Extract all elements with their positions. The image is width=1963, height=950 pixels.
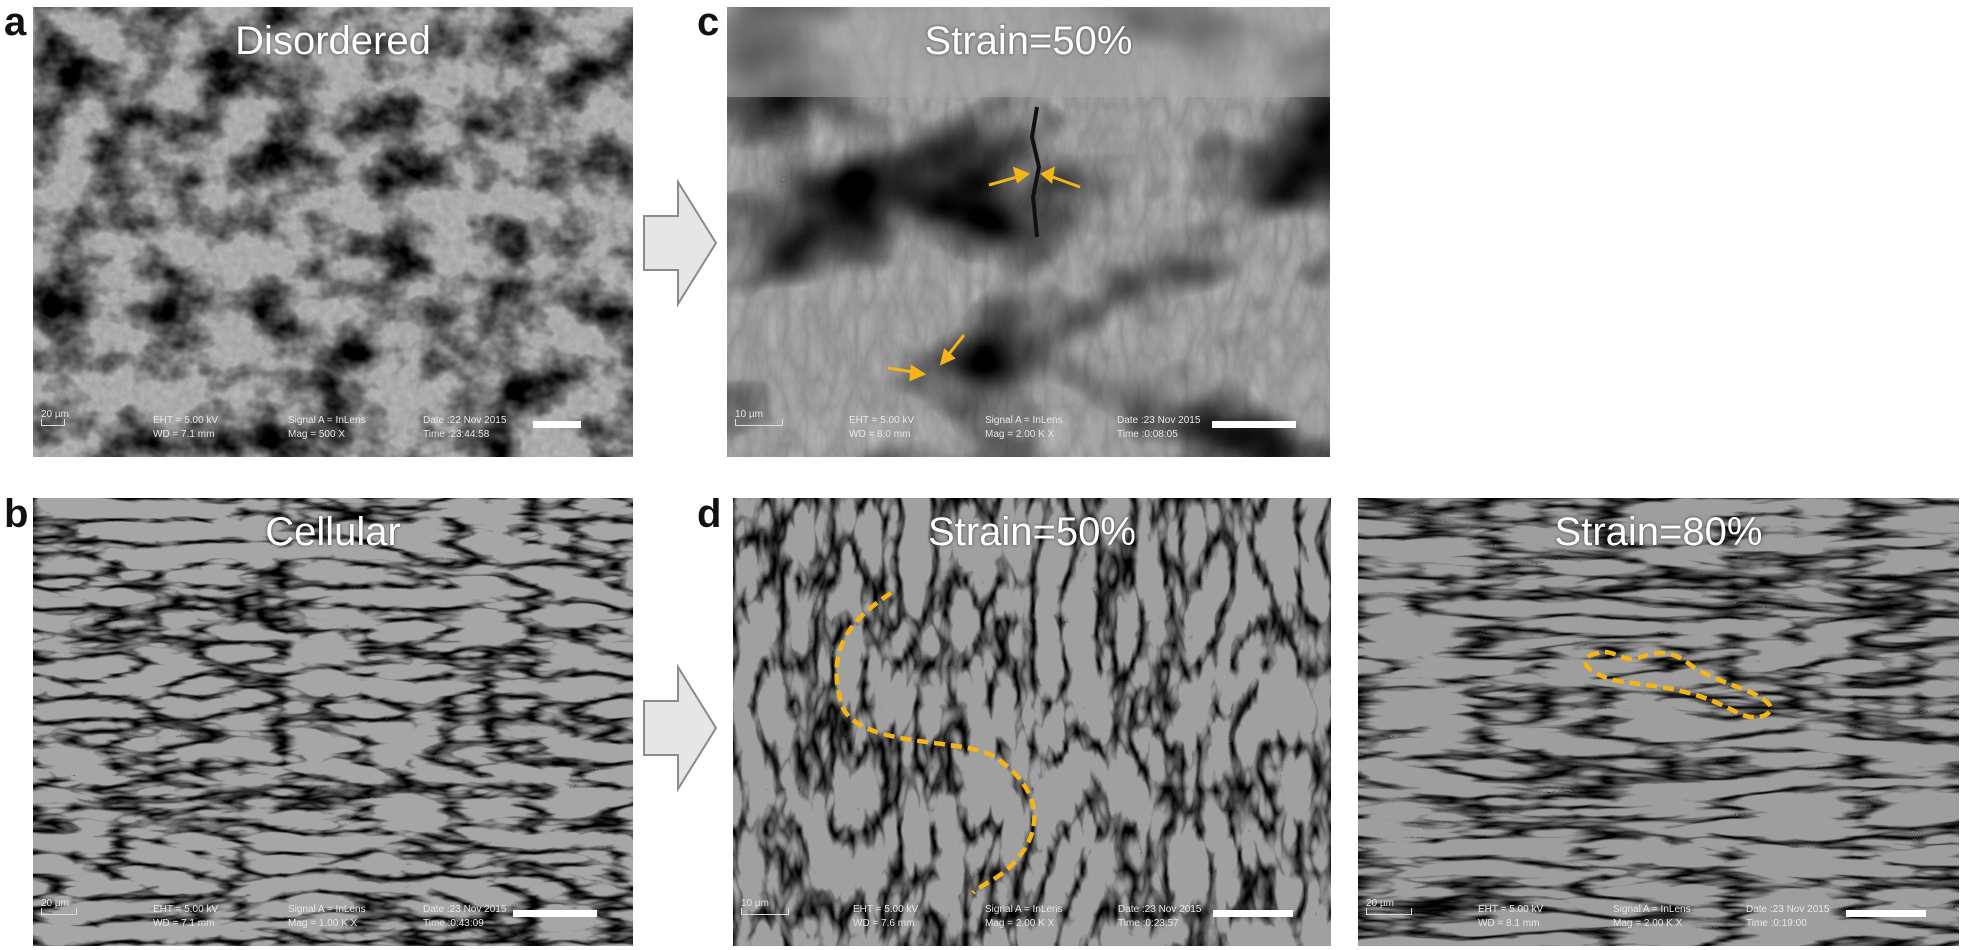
strained-80-texture (1358, 498, 1959, 946)
cellular-texture (33, 498, 633, 946)
sem-image-cellular: Cellular 20 µm EHT = 5.00 kV WD = 7.1 mm… (33, 498, 633, 946)
panel-title: Cellular (265, 510, 401, 554)
wd-label: WD = 8.1 mm (1478, 918, 1540, 929)
scale-tick (41, 419, 65, 426)
right-arrow-icon (643, 663, 718, 793)
sem-image-disordered: Disordered 20 µm EHT = 5.00 kV WD = 7.1 … (33, 7, 633, 457)
right-arrow-icon (643, 178, 718, 308)
sem-image-strain-50-cellular: Strain=50% 10 µm EHT = 5.00 kV WD = 7.6 … (733, 498, 1331, 946)
wall-trace-annotation (834, 591, 1037, 895)
signal-label: Signal A = InLens (985, 904, 1063, 915)
time-label: Time :0:19:00 (1746, 918, 1807, 929)
time-label: Time :0:23:57 (1118, 918, 1179, 929)
signal-label: Signal A = InLens (288, 415, 366, 426)
wd-label: WD = 7.6 mm (853, 918, 915, 929)
wd-label: WD = 7.1 mm (153, 429, 215, 440)
signal-label: Signal A = InLens (1613, 904, 1691, 915)
wall-loop-annotation (1582, 649, 1773, 720)
date-label: Date :23 Nov 2015 (1118, 904, 1202, 915)
date-label: Date :23 Nov 2015 (423, 904, 507, 915)
sem-info-bar: 10 µm EHT = 5.00 kV WD = 8.0 mm Signal A… (727, 409, 1330, 457)
mag-label: Mag = 1.00 K X (288, 918, 358, 929)
panel-title: Strain=50% (928, 510, 1136, 554)
wd-label: WD = 8.0 mm (849, 429, 911, 440)
sem-image-strain-80-cellular: Strain=80% 20 µm EHT = 5.00 kV WD = 8.1 … (1358, 498, 1959, 946)
time-label: Time :23:44:58 (423, 429, 490, 440)
date-label: Date :23 Nov 2015 (1117, 415, 1201, 426)
panel-title: Strain=80% (1554, 510, 1763, 554)
signal-label: Signal A = InLens (288, 904, 366, 915)
scale-tick (741, 908, 789, 915)
sem-image-strain-50-disordered: Strain=50% 10 µm EHT = 5.00 kV WD = 8.0 … (727, 7, 1330, 457)
date-label: Date :23 Nov 2015 (1746, 904, 1830, 915)
scale-bar (1213, 910, 1293, 917)
panel-letter-d: d (697, 492, 722, 536)
eht-label: EHT = 5.00 kV (849, 415, 915, 426)
scale-tick (41, 908, 77, 915)
mag-label: Mag = 2.00 K X (985, 918, 1055, 929)
sem-info-bar: 20 µm EHT = 5.00 kV WD = 8.1 mm Signal A… (1358, 898, 1959, 946)
scale-bar (513, 910, 597, 917)
panel-letter-b: b (4, 492, 29, 536)
wd-label: WD = 7.1 mm (153, 918, 215, 929)
time-label: Time :0:08:05 (1117, 429, 1178, 440)
sem-info-bar: 20 µm EHT = 5.00 kV WD = 7.1 mm Signal A… (33, 898, 633, 946)
scale-bar (1212, 421, 1296, 428)
mag-label: Mag = 2.00 K X (985, 429, 1055, 440)
scale-tick (735, 419, 783, 426)
sem-info-bar: 20 µm EHT = 5.00 kV WD = 7.1 mm Signal A… (33, 409, 633, 457)
date-label: Date :22 Nov 2015 (423, 415, 507, 426)
scale-bar (1846, 910, 1926, 917)
panel-title: Strain=50% (924, 19, 1133, 63)
mag-label: Mag = 500 X (288, 429, 345, 440)
strained-texture (727, 7, 1330, 457)
panel-letter-c: c (697, 0, 720, 44)
eht-label: EHT = 5.00 kV (1478, 904, 1544, 915)
scale-label: 10 µm (741, 898, 769, 909)
signal-label: Signal A = InLens (985, 415, 1063, 426)
sem-info-bar: 10 µm EHT = 5.00 kV WD = 7.6 mm Signal A… (733, 898, 1331, 946)
eht-label: EHT = 5.00 kV (153, 415, 219, 426)
scale-label: 20 µm (41, 409, 69, 420)
scale-label: 20 µm (1366, 898, 1394, 909)
eht-label: EHT = 5.00 kV (153, 904, 219, 915)
scale-tick (1366, 908, 1412, 915)
scale-label: 20 µm (41, 898, 69, 909)
time-label: Time :0:43:09 (423, 918, 484, 929)
scale-label: 10 µm (735, 409, 763, 420)
panel-letter-a: a (4, 0, 27, 44)
scale-bar (533, 421, 581, 428)
crack-annotation-arrows (887, 166, 1081, 382)
disordered-texture (33, 7, 633, 457)
mag-label: Mag = 2.00 K X (1613, 918, 1683, 929)
panel-title: Disordered (235, 19, 431, 63)
strained-cellular-texture (733, 498, 1331, 946)
eht-label: EHT = 5.00 kV (853, 904, 919, 915)
